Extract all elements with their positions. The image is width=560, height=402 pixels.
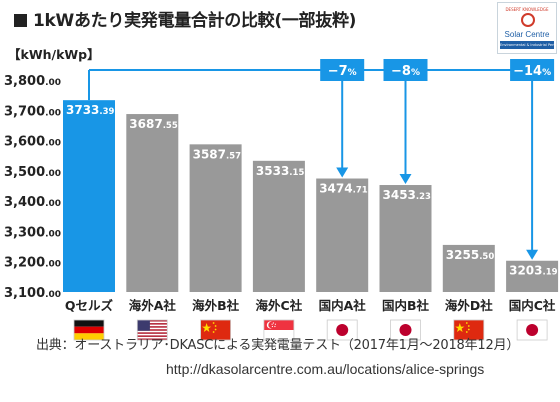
- title-square-icon: [14, 14, 27, 27]
- y-tick-label: 3,600.00: [4, 135, 61, 150]
- callout-box: [510, 59, 555, 81]
- y-tick-label: 3,500.00: [4, 165, 61, 180]
- x-tick-label: 国内B社: [382, 298, 430, 313]
- value-label: 3687.55: [129, 117, 178, 131]
- chart-title-text: 1kWあたり実発電量合計の比較(一部抜粋): [33, 11, 357, 31]
- source-url[interactable]: http://dkasolarcentre.com.au/locations/a…: [166, 361, 485, 377]
- source-note: 出典：オーストラリア･DKASCによる実発電量テスト（2017年1月〜2018年…: [36, 338, 520, 353]
- chart-title: 1kWあたり実発電量合計の比較(一部抜粋): [14, 6, 356, 31]
- x-tick-label: Qセルズ: [65, 298, 114, 313]
- value-label: 3474.71: [319, 182, 368, 196]
- x-tick-label: 国内A社: [319, 298, 367, 313]
- value-label: 3587.57: [193, 147, 242, 161]
- x-tick-label: 海外B社: [192, 298, 240, 313]
- japan-flag-icon: [516, 319, 548, 341]
- value-labels: 3733.39 3687.55 3587.57 3533.15 3474.71 3453.…: [66, 103, 558, 278]
- value-label: 3533.15: [256, 164, 305, 178]
- value-label: 3453.23: [383, 188, 432, 202]
- x-tick-label: 海外A社: [129, 298, 177, 313]
- usa-flag-icon: [136, 319, 168, 341]
- value-label: 3733.39: [66, 103, 115, 117]
- arrow-head: [526, 249, 539, 260]
- callout-label: −14%: [513, 64, 551, 79]
- value-label: 3255.50: [446, 248, 495, 262]
- logo-sub-text: Environmental & Industrial Performance: [500, 41, 554, 49]
- china-flag-icon: [200, 319, 232, 341]
- bar: [126, 114, 179, 293]
- annotations: −7% −8% −14%: [88, 59, 555, 260]
- value-label: 3203.19: [509, 264, 558, 278]
- arrow-head: [336, 167, 349, 178]
- japan-flag-icon: [390, 319, 421, 341]
- arrow-head: [399, 174, 412, 185]
- sun-icon: [521, 13, 535, 27]
- bar: [442, 244, 495, 292]
- bar: [316, 178, 369, 292]
- callout-box: [320, 59, 365, 81]
- callout-box: [383, 59, 428, 81]
- bar: [63, 100, 115, 293]
- china-flag-icon: [453, 319, 485, 341]
- y-tick-label: 3,400.00: [4, 195, 61, 210]
- x-axis-labels: Qセルズ 海外A社 海外B社 海外C社 国内A社 国内B社 海外D社 国内C社: [65, 298, 556, 313]
- japan-flag-icon: [326, 319, 358, 341]
- callout-label: −7%: [328, 64, 357, 79]
- y-axis-ticks: 3,100.00 3,200.00 3,300.00 3,400.00 3,500.00…: [4, 74, 61, 301]
- bar: [189, 144, 242, 292]
- y-tick-label: 3,800.00: [4, 74, 61, 89]
- logo-top-text: DESERT KNOWLEDGE: [505, 7, 549, 12]
- y-tick-label: 3,100.00: [4, 286, 61, 301]
- flags: [73, 319, 548, 341]
- x-tick-label: 海外C社: [256, 298, 303, 313]
- y-tick-label: 3,700.00: [4, 104, 61, 119]
- bars: [63, 100, 559, 293]
- bar: [379, 185, 432, 292]
- logo-name: Solar Centre: [504, 30, 550, 39]
- callout-label: −8%: [391, 64, 420, 79]
- y-tick-label: 3,200.00: [4, 256, 61, 271]
- germany-flag-icon: [73, 319, 105, 341]
- singapore-flag-icon: [263, 319, 295, 341]
- x-tick-label: 国内C社: [509, 298, 556, 313]
- solar-centre-logo: DESERT KNOWLEDGE Solar Centre Environmen…: [497, 2, 557, 54]
- y-tick-label: 3,300.00: [4, 225, 61, 240]
- bar: [506, 260, 559, 292]
- x-tick-label: 海外D社: [445, 298, 493, 313]
- y-axis-unit-label: 【kWh/kWp】: [8, 47, 100, 62]
- bar: [252, 160, 305, 292]
